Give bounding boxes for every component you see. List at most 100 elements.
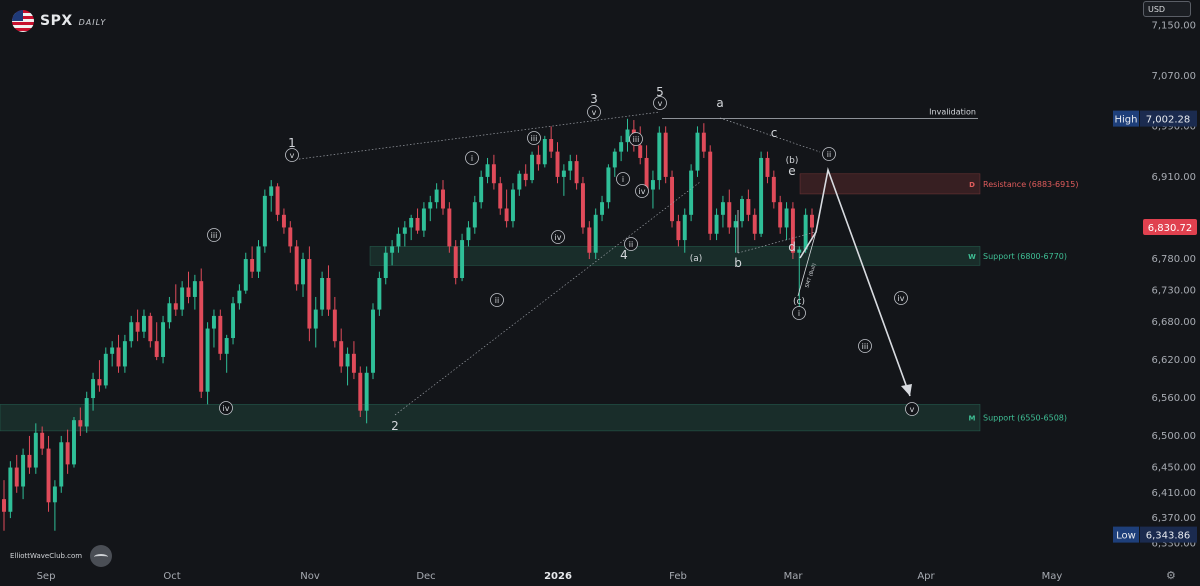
candle-body <box>593 214 598 253</box>
wave-label-circle <box>822 147 836 161</box>
candle-body <box>740 199 744 222</box>
low-value: 6,343.86 <box>1146 531 1191 542</box>
candle-body <box>402 227 407 234</box>
current-price-badge <box>1143 218 1197 235</box>
wave-label: i <box>471 154 473 163</box>
candle-body <box>59 442 64 487</box>
wave-label-circle <box>653 96 667 110</box>
candle-body <box>784 208 789 228</box>
wave-label: (c) <box>793 297 805 307</box>
time-tick-label: Apr <box>917 571 935 582</box>
candle-body <box>670 176 675 222</box>
time-tick-label: Oct <box>163 571 180 582</box>
invalidation-label: Invalidation <box>929 108 976 117</box>
chart-header: SPX DAILY <box>12 10 106 32</box>
wave-label-circle <box>527 131 541 145</box>
wave-label: iii <box>633 135 640 144</box>
candle-body <box>8 467 13 512</box>
candle-body <box>568 161 573 171</box>
candle-body <box>364 372 369 411</box>
candle-body <box>377 278 382 310</box>
candle-body <box>727 202 732 228</box>
wave-logo-icon <box>90 545 113 567</box>
wave-label: 1 <box>288 136 296 150</box>
candle-body <box>383 252 388 278</box>
candle-body <box>262 195 267 247</box>
candle-body <box>27 454 32 468</box>
price-axis[interactable] <box>1112 0 1200 586</box>
trendline-triangle-top <box>719 117 821 153</box>
candle-body <box>269 186 274 196</box>
zone-label-1: Support (6800-6770) <box>983 252 1067 261</box>
candle-body <box>320 278 325 310</box>
zone-2 <box>0 404 981 432</box>
price-tick-label: 6,330.00 <box>1151 538 1196 549</box>
candle-body <box>192 281 197 297</box>
time-axis[interactable] <box>0 562 1112 586</box>
price-tick-label: 6,500.00 <box>1151 431 1196 442</box>
wave-label: b <box>734 256 742 270</box>
candle-body <box>21 454 26 487</box>
candle-body <box>91 379 96 399</box>
candle-body <box>351 353 356 373</box>
wave-label: iv <box>898 294 905 303</box>
candle-body <box>294 246 299 285</box>
candle-body <box>752 214 757 234</box>
candle-body <box>332 309 337 342</box>
candle-body <box>771 176 776 203</box>
candle-body <box>307 259 312 329</box>
candle-body <box>167 303 172 323</box>
candle-body <box>803 214 808 250</box>
candle-body <box>676 221 681 241</box>
candle-body <box>574 161 579 184</box>
price-tick-label: 6,910.00 <box>1151 172 1196 183</box>
candle-body <box>606 167 611 203</box>
zone-code-0: D <box>969 181 975 189</box>
zone-0 <box>799 173 981 195</box>
time-tick-label: May <box>1042 571 1063 582</box>
candle-body <box>790 208 795 253</box>
candle-body <box>148 315 153 342</box>
candle-body <box>523 173 528 181</box>
candle-body <box>135 322 140 332</box>
candle-body <box>759 157 764 234</box>
candle-body <box>256 246 261 272</box>
candle-body <box>231 303 236 339</box>
candle-body <box>326 278 331 310</box>
wave-label: v <box>658 99 663 108</box>
time-tick-label: 2026 <box>544 571 572 582</box>
candle-body <box>657 132 662 181</box>
candle-body <box>97 379 102 386</box>
candle-body <box>161 322 166 357</box>
currency-selector[interactable]: USD <box>1143 1 1191 17</box>
wave-label-circle <box>587 105 601 119</box>
time-tick-label: Nov <box>300 571 320 582</box>
candle-body <box>434 189 439 203</box>
candle-body <box>746 199 751 215</box>
price-tick-label: 6,410.00 <box>1151 488 1196 499</box>
candle-body <box>141 315 146 332</box>
gear-icon[interactable]: ⚙ <box>1166 569 1176 582</box>
candle-body <box>689 170 694 215</box>
candle-body <box>778 202 783 228</box>
wave-label: (b) <box>786 156 799 166</box>
wave-label: ii <box>629 240 633 249</box>
candle-body <box>619 142 624 152</box>
time-tick-label: Dec <box>416 571 435 582</box>
candle-body <box>129 322 134 342</box>
candle-body <box>396 233 401 247</box>
high-label: High <box>1115 115 1138 126</box>
wave-label: d <box>788 240 796 254</box>
candle-body <box>517 173 522 190</box>
price-tick-label: 6,780.00 <box>1151 254 1196 265</box>
zone-code-1: W <box>968 253 976 261</box>
projection-path <box>799 167 911 397</box>
wave-label-circle <box>905 402 919 416</box>
wave-label: v <box>592 108 597 117</box>
wave-label: iii <box>531 134 538 143</box>
wave-label: ii <box>495 296 499 305</box>
candle-body <box>472 202 477 228</box>
candle-body <box>663 132 668 177</box>
trendline-upper <box>291 111 661 161</box>
